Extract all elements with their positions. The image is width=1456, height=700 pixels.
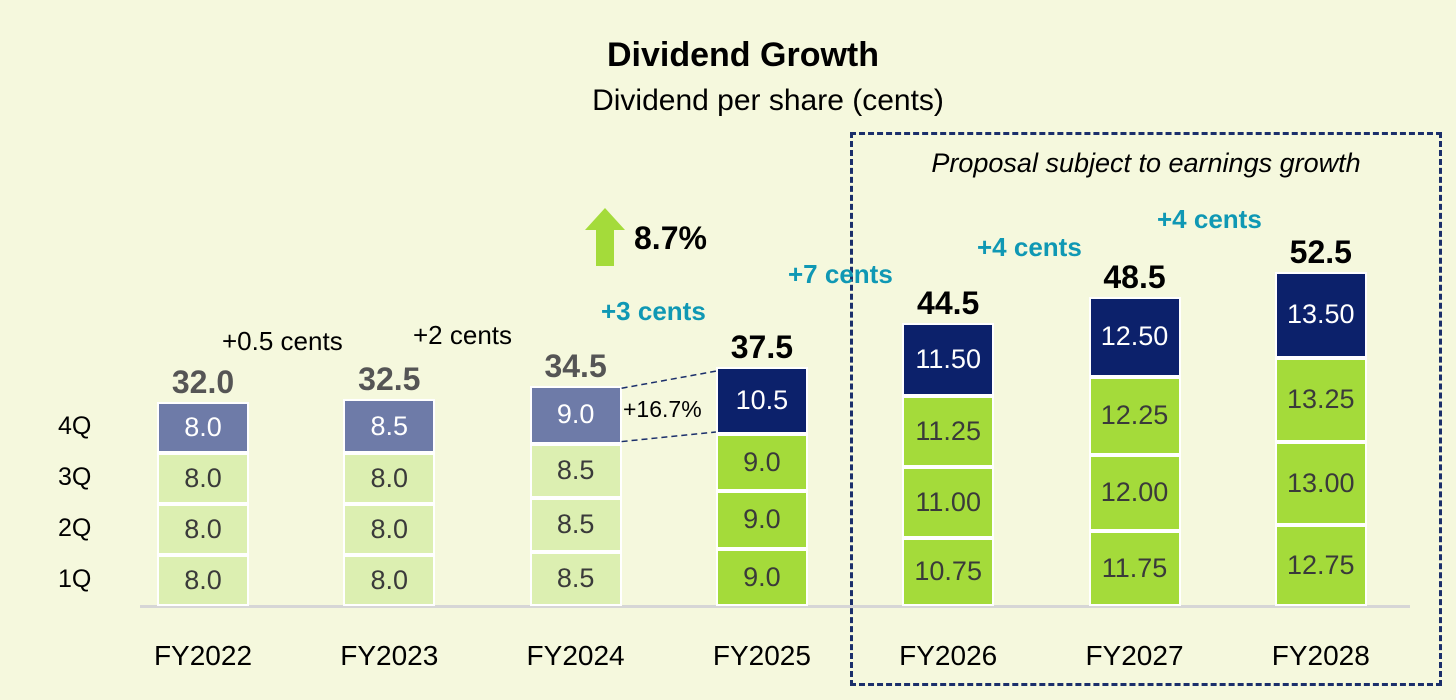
x-tick-label-FY2026: FY2026 — [899, 640, 998, 671]
quarter-label-3q: 3Q — [58, 463, 92, 491]
bar-segment-FY2027-2Q: 12.00 — [1088, 454, 1181, 532]
bar-segment-FY2024-2Q: 8.5 — [529, 497, 622, 552]
total-label-FY2027: 48.5 — [1103, 259, 1166, 296]
bar-segment-FY2022-1Q: 8.0 — [157, 555, 249, 606]
x-tick-label-FY2028: FY2028 — [1271, 640, 1370, 671]
total-label-FY2028: 52.5 — [1289, 233, 1352, 270]
bar-segment-FY2023-4Q: 8.5 — [343, 398, 436, 454]
bar-segment-FY2024-4Q: 9.0 — [529, 386, 622, 444]
increment-label: +0.5 cents — [222, 326, 343, 356]
increment-label: +4 cents — [1157, 204, 1262, 234]
bar-segment-FY2027-1Q: 11.75 — [1088, 531, 1181, 606]
proposal-note: Proposal subject to earnings growth — [931, 148, 1361, 178]
chart-title: Dividend Growth — [607, 36, 879, 74]
x-tick-label-FY2025: FY2025 — [712, 640, 811, 671]
total-label-FY2026: 44.5 — [917, 284, 980, 321]
bar-segment-FY2026-2Q: 11.00 — [902, 467, 995, 538]
x-tick-label-FY2027: FY2027 — [1085, 640, 1184, 671]
connector-line-top — [621, 370, 717, 389]
bar-segment-FY2022-3Q: 8.0 — [157, 453, 249, 505]
bar-segment-FY2026-3Q: 11.25 — [902, 395, 995, 468]
total-label-FY2023: 32.5 — [358, 360, 421, 397]
bar-segment-FY2028-2Q: 13.00 — [1274, 441, 1367, 525]
proposal-box — [850, 132, 1442, 686]
bar-segment-FY2024-1Q: 8.5 — [529, 551, 622, 606]
increment-label: +7 cents — [788, 259, 893, 289]
q4-growth-label: +16.7% — [623, 396, 702, 422]
bar-segment-FY2023-1Q: 8.0 — [343, 555, 436, 606]
connector-line-bottom — [621, 431, 716, 443]
x-tick-label-FY2024: FY2024 — [526, 640, 625, 671]
quarter-label-2q: 2Q — [58, 514, 92, 542]
growth-percent: 8.7% — [634, 220, 707, 256]
quarter-label-4q: 4Q — [58, 412, 92, 440]
up-arrow-icon — [585, 208, 625, 266]
quarter-label-1q: 1Q — [58, 565, 92, 593]
bar-segment-FY2028-3Q: 13.25 — [1274, 357, 1367, 442]
bar-segment-FY2023-3Q: 8.0 — [343, 453, 436, 505]
bar-segment-FY2027-4Q: 12.50 — [1088, 297, 1181, 377]
bar-segment-FY2025-2Q: 9.0 — [715, 491, 808, 549]
bar-segment-FY2027-3Q: 12.25 — [1088, 376, 1181, 455]
increment-label: +2 cents — [413, 320, 513, 350]
bar-segment-FY2022-2Q: 8.0 — [157, 504, 249, 556]
bar-segment-FY2024-3Q: 8.5 — [529, 443, 622, 498]
bar-segment-FY2028-4Q: 13.50 — [1274, 271, 1367, 358]
x-tick-label-FY2023: FY2023 — [340, 640, 439, 671]
bar-segment-FY2025-1Q: 9.0 — [715, 548, 808, 606]
total-label-FY2025: 37.5 — [730, 329, 794, 366]
bar-segment-FY2023-2Q: 8.0 — [343, 504, 436, 556]
bar-segment-FY2026-1Q: 10.75 — [902, 537, 995, 606]
x-tick-label-FY2022: FY2022 — [153, 640, 253, 671]
chart-subtitle: Dividend per share (cents) — [592, 84, 944, 117]
total-label-FY2022: 32.0 — [171, 364, 235, 401]
total-label-FY2024: 34.5 — [544, 348, 607, 385]
bar-segment-FY2022-4Q: 8.0 — [157, 402, 249, 454]
x-axis-baseline — [140, 605, 1410, 608]
increment-label: +3 cents — [601, 296, 706, 326]
bar-segment-FY2025-4Q: 10.5 — [715, 367, 808, 434]
bar-segment-FY2025-3Q: 9.0 — [715, 434, 808, 492]
bar-segment-FY2026-4Q: 11.50 — [902, 322, 995, 396]
bar-segment-FY2028-1Q: 12.75 — [1274, 524, 1367, 606]
increment-label: +4 cents — [977, 232, 1082, 262]
